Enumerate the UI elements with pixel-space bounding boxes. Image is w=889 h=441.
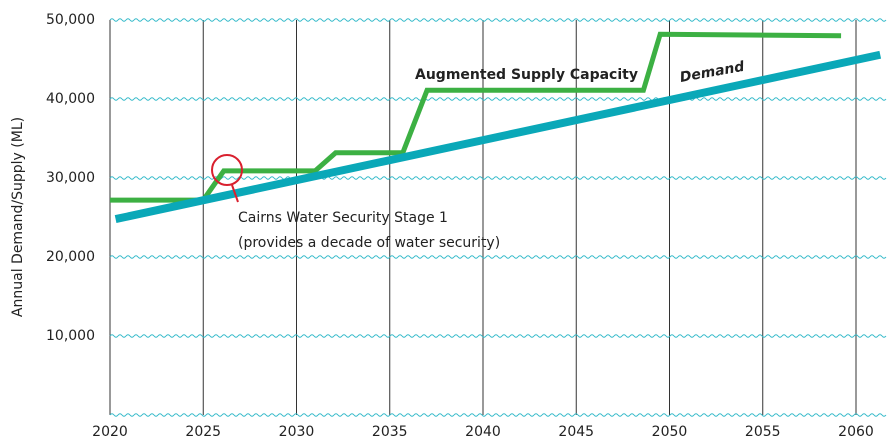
x-tick-label: 2055 bbox=[745, 424, 781, 440]
grid-line bbox=[109, 97, 887, 101]
series-label: Augmented Supply Capacity bbox=[415, 67, 638, 83]
x-tick-label: 2040 bbox=[465, 424, 501, 440]
grid-line bbox=[109, 18, 887, 22]
annotation: (provides a decade of water security) bbox=[238, 235, 500, 251]
grid-line bbox=[109, 413, 887, 417]
annotation: Cairns Water Security Stage 1 bbox=[238, 210, 448, 226]
grid-line bbox=[109, 176, 887, 180]
x-tick-label: 2030 bbox=[279, 424, 315, 440]
x-tick-label: 2060 bbox=[838, 424, 874, 440]
annotation-pointer bbox=[231, 184, 239, 203]
y-tick-label: 30,000 bbox=[46, 170, 95, 186]
data-line bbox=[110, 31, 842, 203]
y-tick-label: 10,000 bbox=[46, 328, 95, 344]
data-line bbox=[114, 50, 882, 223]
x-tick-label: 2050 bbox=[652, 424, 688, 440]
y-tick-label: 20,000 bbox=[46, 249, 95, 265]
annotation-circle bbox=[211, 154, 243, 186]
x-tick-label: 2045 bbox=[558, 424, 594, 440]
grid-line bbox=[109, 334, 887, 338]
grid-line bbox=[109, 255, 887, 259]
y-tick-label: 50,000 bbox=[46, 12, 95, 28]
x-tick-label: 2025 bbox=[185, 424, 221, 440]
y-axis-label: Annual Demand/Supply (ML) bbox=[10, 117, 26, 317]
y-tick-label: 40,000 bbox=[46, 91, 95, 107]
x-tick-label: 2035 bbox=[372, 424, 408, 440]
x-tick-label: 2020 bbox=[92, 424, 128, 440]
